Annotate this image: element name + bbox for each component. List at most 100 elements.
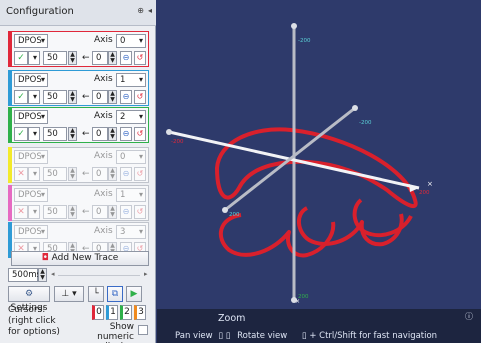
trace-axis-dropdown[interactable]: 0: [116, 34, 146, 48]
snapshot-button[interactable]: ⧉: [107, 286, 123, 302]
trace-enable-dropdown[interactable]: [28, 167, 40, 181]
trace-enable-dropdown[interactable]: [28, 90, 40, 104]
trace-offset-spinner[interactable]: ▲▼: [108, 127, 117, 141]
axis-label: Axis: [94, 226, 113, 236]
trace-source-dropdown[interactable]: DPOS: [14, 73, 48, 87]
settings-button[interactable]: ⚙ Settings: [8, 286, 50, 313]
trace-scale-spinner[interactable]: ▲▼: [68, 51, 77, 65]
cursor-button-3[interactable]: 3: [134, 305, 146, 320]
trace-scale-value: 50: [47, 207, 58, 217]
trace-enable-toggle[interactable]: ✕: [14, 167, 28, 181]
trace-offset-input[interactable]: 0: [92, 90, 108, 104]
trace-axis-dropdown[interactable]: 1: [116, 188, 146, 202]
timebase-right-arrow-icon[interactable]: ▸: [144, 270, 148, 278]
trace-enable-dropdown[interactable]: [28, 127, 40, 141]
trace-offset-input[interactable]: 0: [92, 127, 108, 141]
trace-source-dropdown[interactable]: DPOS: [14, 34, 48, 48]
trace-enable-toggle[interactable]: ✕: [14, 205, 28, 219]
link-arrow-icon: ←: [82, 169, 90, 179]
trace-color-bar: [8, 107, 12, 143]
trace-reset-button[interactable]: ↺: [134, 167, 146, 181]
run-button[interactable]: ▶: [126, 286, 142, 302]
zoom-label: Zoom: [218, 313, 246, 324]
trace-offset-value: 0: [96, 129, 102, 139]
trace-zoom-button[interactable]: ⊖: [120, 51, 132, 65]
viewport-background: [157, 0, 481, 343]
3d-plot-svg[interactable]: -200 -200 -200 200 200 200 × ×: [157, 0, 481, 343]
trace-scale-spinner[interactable]: ▲▼: [68, 127, 77, 141]
trace-axis-value: 1: [120, 75, 126, 85]
trace-enable-toggle[interactable]: ✓: [14, 127, 28, 141]
axis-endpoint-left: [166, 129, 172, 135]
trace-enable-toggle[interactable]: ✓: [14, 51, 28, 65]
add-new-trace-button[interactable]: ◘ Add New Trace: [11, 251, 149, 266]
trace-color-bar: [8, 31, 12, 67]
trace-reset-button[interactable]: ↺: [134, 205, 146, 219]
trace-scale-spinner[interactable]: ▲▼: [68, 205, 77, 219]
trace-enable-dropdown[interactable]: [28, 51, 40, 65]
trace-scale-spinner[interactable]: ▲▼: [68, 90, 77, 104]
trace-scale-input[interactable]: 50: [43, 51, 67, 65]
3d-viewport[interactable]: -200 -200 -200 200 200 200 × ×: [157, 0, 481, 343]
axes-group: [166, 23, 420, 303]
cursor-button-2[interactable]: 2: [120, 305, 132, 320]
trace-color-bar: [8, 147, 12, 183]
snapshot-icon: ⧉: [111, 289, 119, 299]
trace-axis-dropdown[interactable]: 1: [116, 73, 146, 87]
trace-source-dropdown[interactable]: DPOS: [14, 110, 48, 124]
trace-enable-dropdown[interactable]: [28, 205, 40, 219]
trace-color-bar: [8, 70, 12, 106]
trace-scale-spinner[interactable]: ▲▼: [68, 167, 77, 181]
trace-offset-spinner[interactable]: ▲▼: [108, 51, 117, 65]
trace-axis-dropdown[interactable]: 0: [116, 150, 146, 164]
pin-icon[interactable]: ⊕: [137, 6, 144, 15]
cursor-button-1[interactable]: 1: [106, 305, 118, 320]
trace-zoom-button[interactable]: ⊖: [120, 205, 132, 219]
trace-axis-dropdown[interactable]: 3: [116, 225, 146, 239]
axis-cross-marker: ×: [427, 180, 433, 188]
trace-scale-input[interactable]: 50: [43, 167, 67, 181]
trace-row-4: DPOS Axis 1 ✕ 50 ▲▼ ← 0 ▲▼ ⊖ ↺: [8, 185, 149, 221]
cursors-label-line1: Cursors:: [8, 305, 46, 315]
trace-enable-toggle[interactable]: ✓: [14, 90, 28, 104]
edge-button[interactable]: └: [88, 286, 104, 302]
trace-offset-input[interactable]: 0: [92, 51, 108, 65]
play-icon: ▶: [130, 289, 138, 299]
trace-reset-button[interactable]: ↺: [134, 127, 146, 141]
trace-scale-input[interactable]: 50: [43, 127, 67, 141]
trace-axis-dropdown[interactable]: 2: [116, 110, 146, 124]
link-arrow-icon: ←: [82, 244, 90, 254]
trace-scale-input[interactable]: 50: [43, 90, 67, 104]
timebase-left-arrow-icon[interactable]: ◂: [51, 270, 55, 278]
settings-label: Settings: [10, 303, 48, 313]
cursor-button-0[interactable]: 0: [92, 305, 104, 320]
trace-zoom-button[interactable]: ⊖: [120, 90, 132, 104]
trace-offset-value: 0: [96, 169, 102, 179]
trace-zoom-button[interactable]: ⊖: [120, 127, 132, 141]
trace-offset-input[interactable]: 0: [92, 205, 108, 219]
axis-label: Axis: [94, 111, 113, 121]
trace-scale-value: 50: [47, 169, 58, 179]
trace-reset-button[interactable]: ↺: [134, 51, 146, 65]
trace-source-dropdown[interactable]: DPOS: [14, 225, 48, 239]
trace-source-dropdown[interactable]: DPOS: [14, 150, 48, 164]
trace-offset-spinner[interactable]: ▲▼: [108, 205, 117, 219]
timebase-value: 500ms: [12, 270, 41, 280]
trace-offset-input[interactable]: 0: [92, 167, 108, 181]
link-arrow-icon: ←: [82, 92, 90, 102]
trace-offset-spinner[interactable]: ▲▼: [108, 90, 117, 104]
timebase-spinner[interactable]: ▲ ▼: [38, 268, 47, 282]
timebase-field[interactable]: 500ms: [8, 268, 41, 282]
trace-axis-value: 1: [120, 190, 126, 200]
show-numeric-checkbox[interactable]: [138, 325, 148, 335]
trace-offset-spinner[interactable]: ▲▼: [108, 167, 117, 181]
trigger-mode-dropdown[interactable]: ⊥ ▾: [54, 286, 84, 302]
trace-zoom-button[interactable]: ⊖: [120, 167, 132, 181]
trace-scale-input[interactable]: 50: [43, 205, 67, 219]
timebase-scroll-track[interactable]: [58, 275, 140, 276]
collapse-arrow-icon[interactable]: ◂: [147, 6, 152, 15]
axis-label-bottom: 200: [298, 294, 309, 300]
trace-source-dropdown[interactable]: DPOS: [14, 188, 48, 202]
trace-reset-button[interactable]: ↺: [134, 90, 146, 104]
info-icon[interactable]: ⓘ: [465, 312, 473, 321]
